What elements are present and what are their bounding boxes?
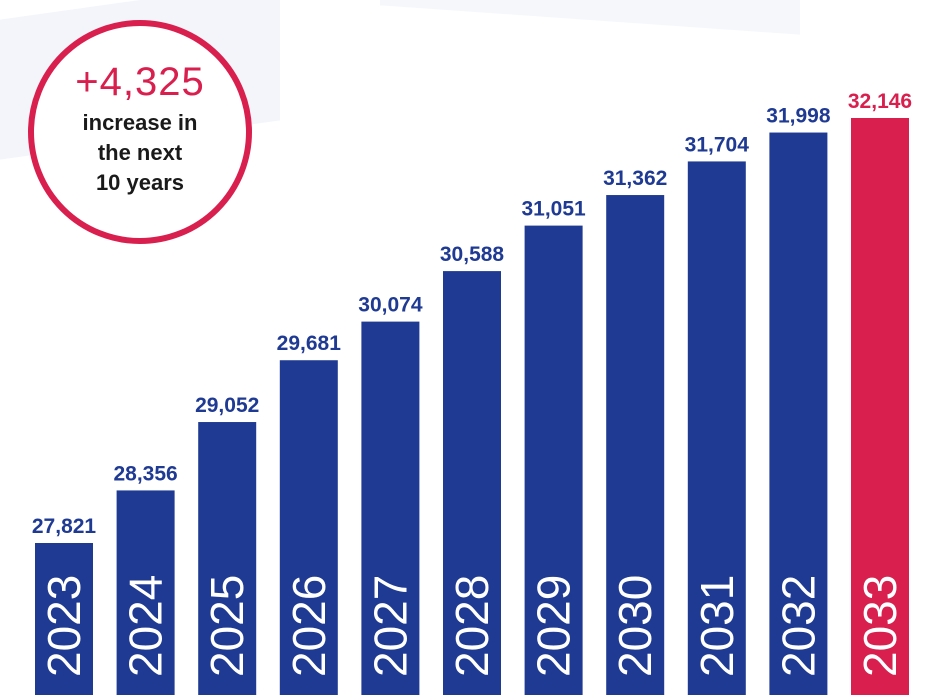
category-label-2024: 2024	[120, 575, 172, 677]
value-label-2030: 31,362	[603, 167, 667, 190]
bar-2026	[279, 360, 338, 695]
value-label-2027: 30,074	[358, 294, 423, 317]
category-label-2027: 2027	[364, 575, 416, 677]
increase-description: increase in the next 10 years	[83, 108, 198, 198]
category-label-2032: 2032	[772, 575, 824, 677]
increase-line-1: increase in	[82, 110, 198, 135]
category-label-2025: 2025	[201, 575, 253, 677]
bar-2023	[35, 543, 93, 695]
category-label-2031: 2031	[691, 575, 743, 677]
bar-2028	[443, 271, 501, 695]
increase-line-3: 10 years	[95, 170, 185, 195]
value-label-2028: 30,588	[440, 243, 505, 266]
category-label-2033: 2033	[854, 575, 906, 677]
value-label-2031: 31,704	[685, 133, 750, 156]
category-label-2029: 2029	[528, 575, 580, 677]
value-label-2023: 27,821	[32, 515, 97, 538]
increase-line-2: the next	[97, 140, 183, 165]
bar-2029	[524, 225, 583, 695]
bar-2027	[361, 321, 420, 695]
bar-2032	[769, 132, 828, 695]
bar-2031	[687, 161, 746, 695]
increase-value: +4,325	[75, 60, 205, 104]
category-label-2028: 2028	[446, 575, 498, 677]
bar-2024	[116, 490, 175, 695]
bar-2030	[606, 195, 665, 695]
value-label-2029: 31,051	[521, 198, 586, 221]
category-label-2030: 2030	[609, 575, 661, 677]
value-label-2032: 31,998	[766, 105, 831, 128]
category-label-2023: 2023	[38, 575, 90, 677]
bar-2025	[198, 422, 257, 695]
increase-badge: +4,325 increase in the next 10 years	[28, 20, 252, 244]
value-label-2026: 29,681	[277, 332, 342, 355]
value-label-2025: 29,052	[195, 394, 259, 417]
value-label-2033: 32,146	[848, 90, 912, 113]
category-label-2026: 2026	[283, 575, 335, 677]
bar-2033	[851, 118, 909, 695]
value-label-2024: 28,356	[113, 462, 177, 485]
